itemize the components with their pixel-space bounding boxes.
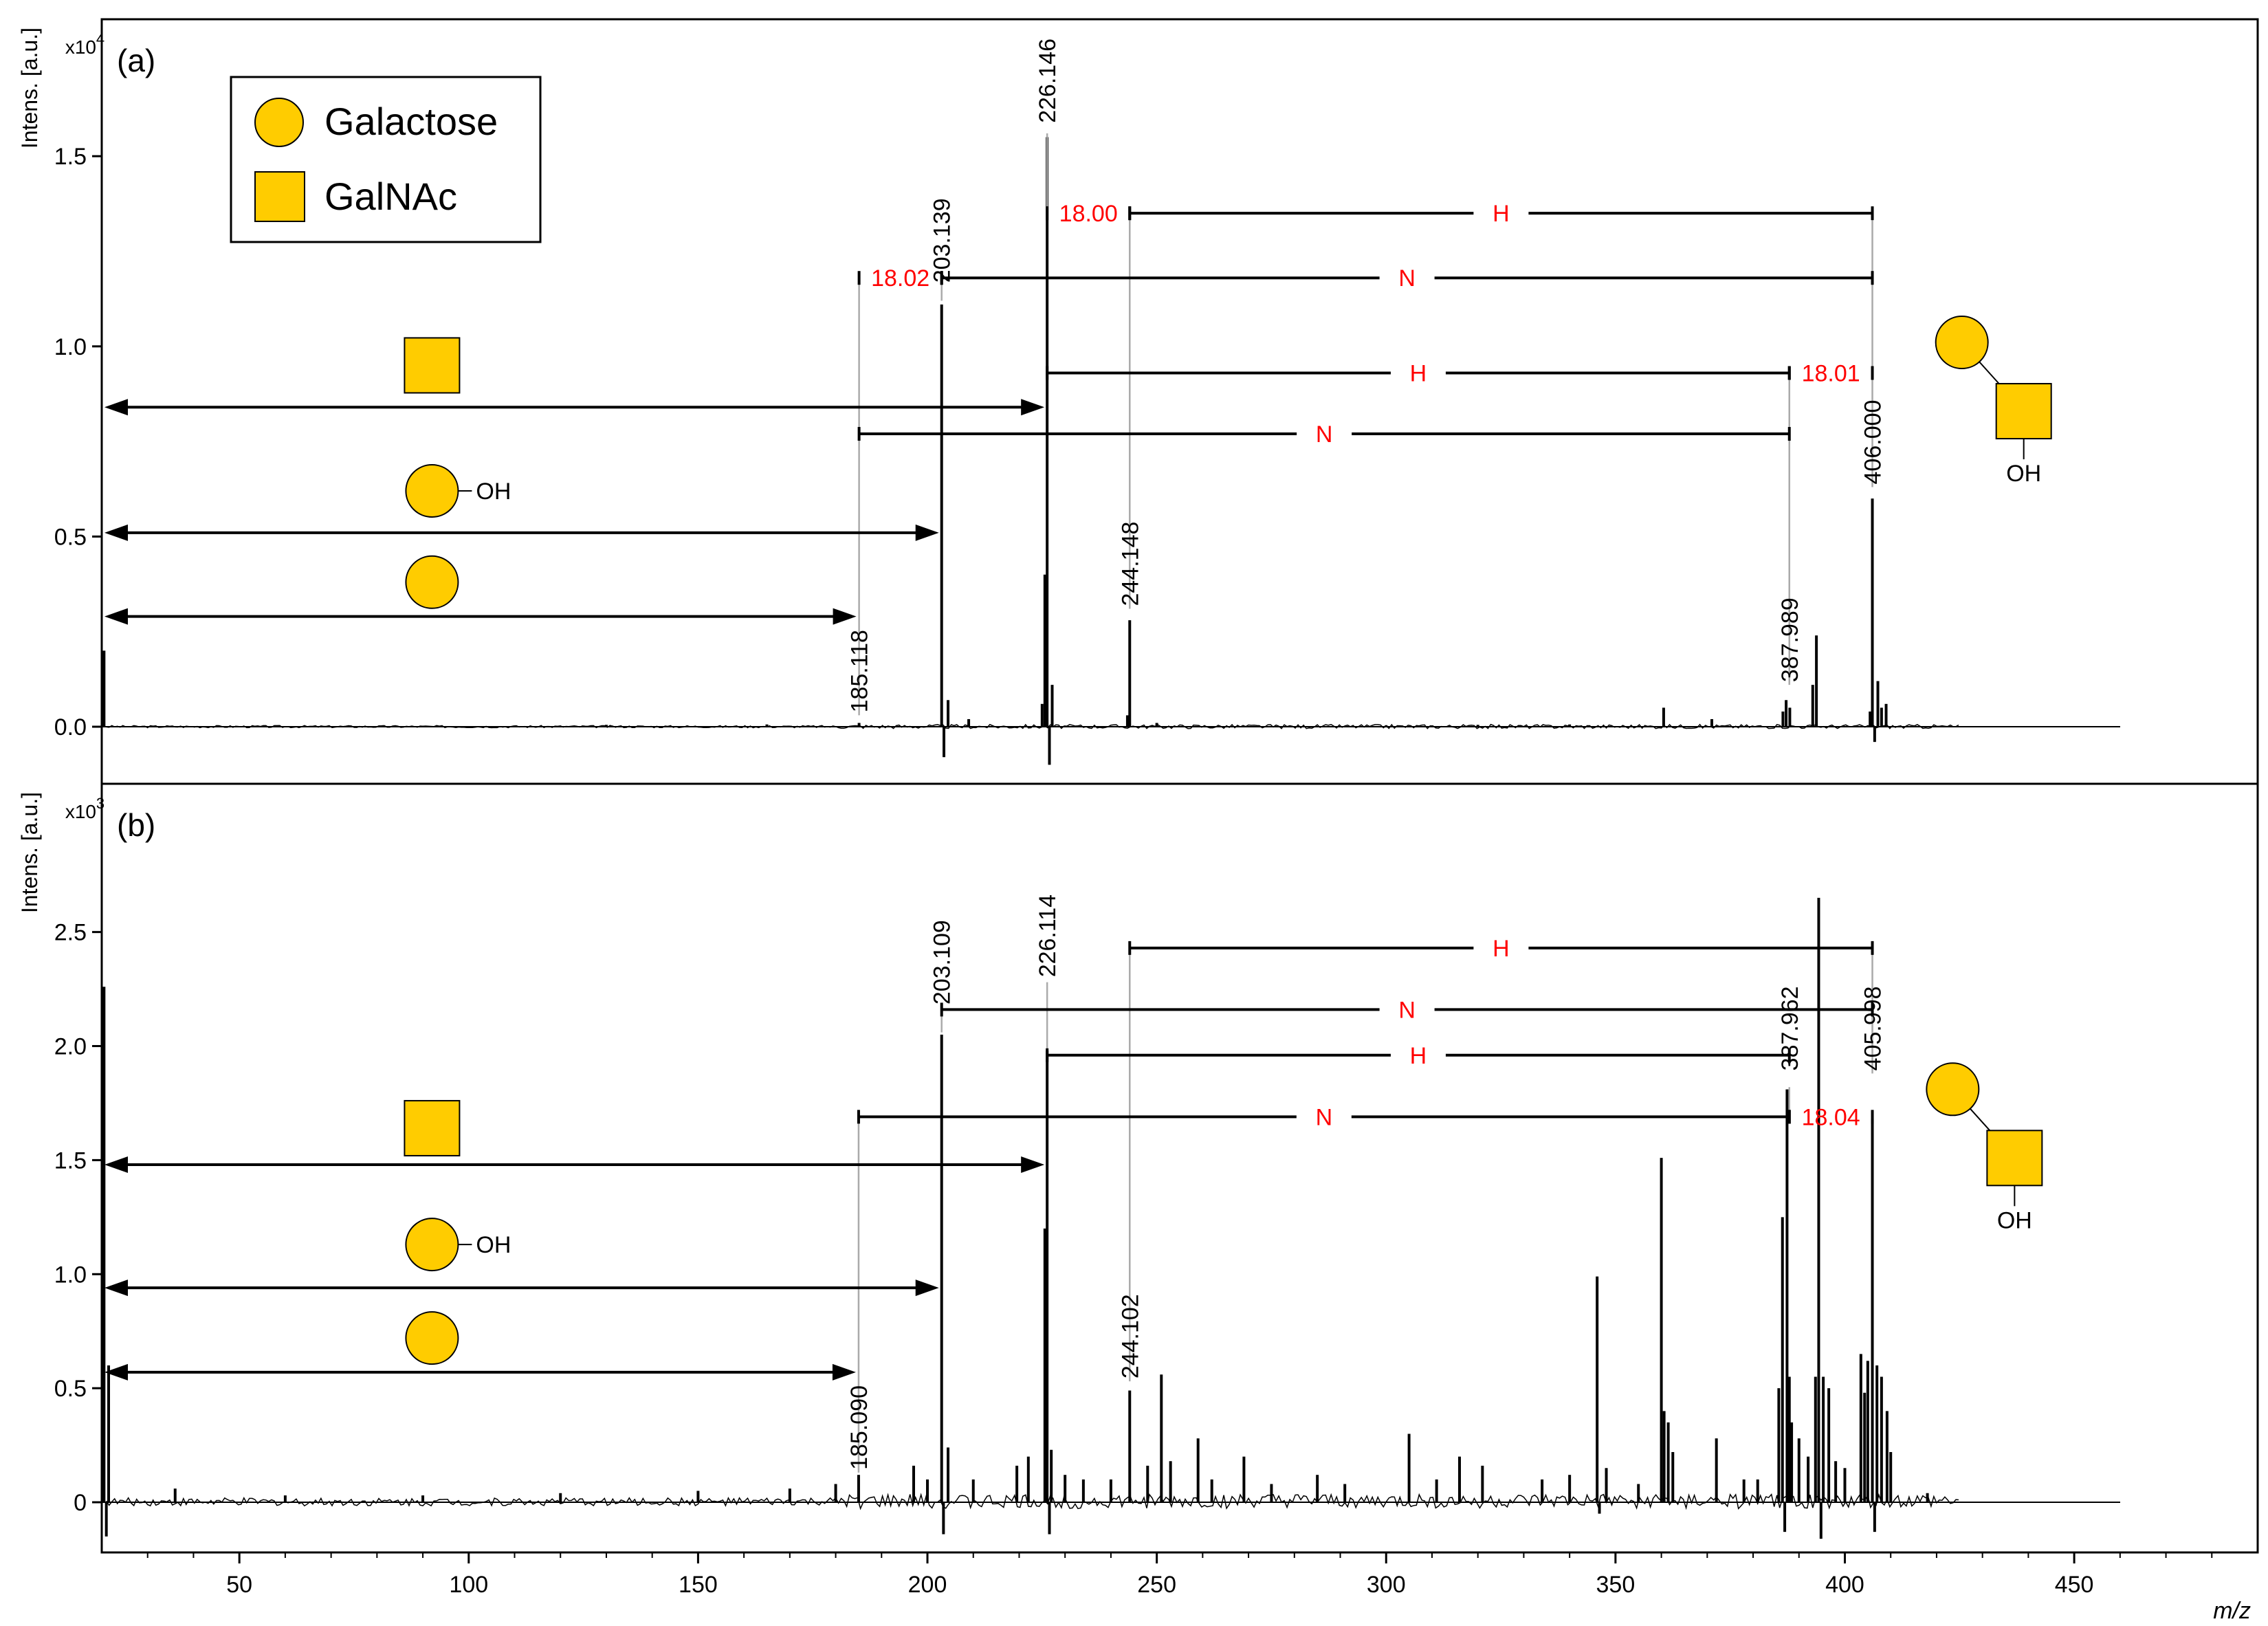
- x-tick-label: 250: [1137, 1572, 1176, 1598]
- arrow-head-left: [104, 1156, 128, 1174]
- x-tick-label: 350: [1596, 1572, 1636, 1598]
- x-tick-label: 200: [908, 1572, 947, 1598]
- y-tick-label: 0: [74, 1490, 87, 1516]
- interval-label: N: [1398, 997, 1416, 1023]
- peak-mz-label: 405.998: [1860, 986, 1886, 1070]
- legend-galnac-icon: [254, 171, 305, 222]
- glycan-galnac-icon: [1986, 1130, 2043, 1187]
- spectrum-noise: [106, 1493, 1959, 1510]
- x-tick-label: 400: [1825, 1572, 1864, 1598]
- mass-difference-label: 18.04: [1802, 1104, 1860, 1130]
- peak-mz-label: 244.148: [1117, 522, 1143, 606]
- panel-label: (a): [117, 43, 155, 78]
- y-tick-label: 1.5: [54, 1147, 87, 1174]
- mass-difference-label: 18.02: [871, 265, 929, 292]
- y-scale-label: x10: [65, 36, 96, 58]
- peak-mz-label: 203.139: [929, 198, 956, 283]
- peak-mz-label: 203.109: [929, 920, 956, 1004]
- galactose-icon: [405, 1311, 459, 1365]
- legend-galnac-label: GalNAc: [324, 175, 457, 218]
- y-tick-label: 2.5: [54, 920, 87, 946]
- y-tick-label: 2.0: [54, 1034, 87, 1060]
- x-tick-label: 100: [449, 1572, 488, 1598]
- arrow-head-right: [832, 1363, 856, 1381]
- legend-galactose-label: Galactose: [324, 100, 498, 143]
- y-scale-exponent: 4: [96, 30, 104, 47]
- mass-difference-label: 18.00: [1059, 201, 1118, 227]
- arrow-head-left: [104, 524, 128, 541]
- glycan-galactose-icon: [1935, 316, 1989, 370]
- peak-mz-label: 226.146: [1035, 39, 1061, 123]
- y-tick-label: 1.0: [54, 1262, 87, 1288]
- panel-label: (b): [117, 807, 155, 843]
- mass-difference-label: 18.01: [1802, 361, 1860, 387]
- galactose-icon: [405, 464, 459, 518]
- interval-label: H: [1493, 936, 1510, 962]
- x-tick-label: 300: [1367, 1572, 1406, 1598]
- plot-frame: [100, 782, 2259, 1554]
- peak-mz-label: 185.090: [846, 1385, 872, 1470]
- spectrum-panel-a: 0.0 0.5 1.0 1.5 Intens. [a.u.] x10 4 (a) H 18.00 N…: [17, 18, 2259, 785]
- y-scale-exponent: 3: [96, 795, 104, 812]
- glycan-galactose-icon: [1926, 1062, 1980, 1117]
- peak-mz-label: 244.102: [1117, 1294, 1143, 1378]
- y-tick-label: 0.0: [54, 714, 87, 740]
- interval-label: N: [1316, 421, 1333, 448]
- peak-mz-label: 406.000: [1860, 400, 1886, 485]
- arrow-head-right: [1021, 1156, 1045, 1174]
- glycan-galnac-icon: [1995, 383, 2052, 440]
- y-axis-label: Intens. [a.u.]: [17, 28, 42, 149]
- interval-label: H: [1410, 361, 1427, 387]
- y-tick-label: 0.5: [54, 1376, 87, 1402]
- y-tick-label: 0.5: [54, 524, 87, 550]
- x-tick-label: 50: [226, 1572, 252, 1598]
- x-tick-label: 450: [2055, 1572, 2094, 1598]
- arrow-head-right: [915, 1279, 939, 1297]
- spectrum-noise: [106, 723, 1959, 729]
- peak-mz-label: 387.989: [1777, 597, 1803, 682]
- hydroxyl-label: OH: [476, 1232, 511, 1258]
- y-tick-label: 1.5: [54, 144, 87, 170]
- legend: Galactose GalNAc: [230, 76, 542, 243]
- y-tick-label: 1.0: [54, 334, 87, 360]
- interval-label: H: [1410, 1043, 1427, 1069]
- galnac-icon: [404, 1099, 461, 1156]
- galactose-icon: [405, 1218, 459, 1272]
- arrow-head-left: [104, 608, 128, 625]
- peak-mz-label: 387.962: [1777, 986, 1803, 1070]
- x-tick-label: 150: [679, 1572, 718, 1598]
- galnac-icon: [404, 337, 461, 394]
- arrow-head-right: [1021, 399, 1045, 416]
- hydroxyl-label: OH: [476, 479, 511, 505]
- legend-galactose-icon: [254, 98, 304, 147]
- glycan-hydroxyl-label: OH: [2006, 461, 2041, 487]
- arrow-head-left: [104, 399, 128, 416]
- glycan-hydroxyl-label: OH: [1997, 1207, 2032, 1233]
- peak-mz-label: 185.118: [847, 630, 873, 712]
- peak-mz-label: 226.114: [1035, 894, 1061, 977]
- y-scale-label: x10: [65, 801, 96, 822]
- x-axis-label: m/z: [2213, 1598, 2251, 1623]
- arrow-head-right: [833, 608, 857, 625]
- galactose-icon: [405, 555, 459, 609]
- interval-label: N: [1398, 265, 1416, 292]
- y-axis-label: Intens. [a.u.]: [17, 792, 42, 913]
- interval-label: N: [1316, 1104, 1333, 1130]
- arrow-head-left: [104, 1279, 128, 1297]
- arrow-head-right: [915, 524, 939, 541]
- arrow-head-left: [104, 1363, 128, 1381]
- interval-label: H: [1493, 201, 1510, 227]
